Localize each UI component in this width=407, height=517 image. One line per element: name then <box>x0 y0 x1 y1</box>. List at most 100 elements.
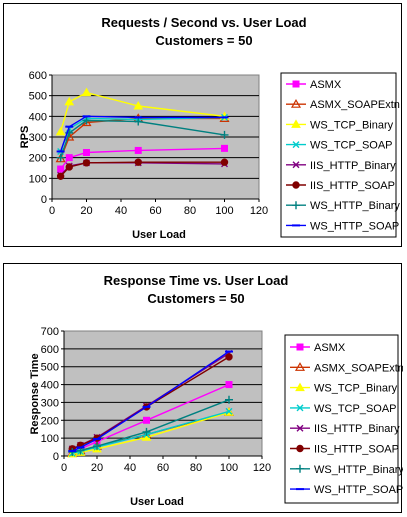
rps-chart-subtitle: Customers = 50 <box>155 33 252 48</box>
rps-series-iis-http-soap-point <box>220 158 229 166</box>
response-time-series-ws-http-binary-point <box>225 395 233 404</box>
response-time-chart-panel: Response Time vs. User Load Customers = … <box>3 263 403 513</box>
rps-y-tick-label: 600 <box>29 70 47 82</box>
response-time-legend-entry-iis-http-soap-label: IIS_HTTP_SOAP <box>314 444 399 456</box>
response-time-chart: Response Time vs. User Load Customers = … <box>29 273 403 508</box>
rps-legend-entry-iis-http-soap-marker <box>292 181 300 189</box>
response-time-legend-entry-ws-http-binary-label: WS_HTTP_Binary <box>314 464 403 476</box>
response-time-series-ws-http-binary-point <box>68 448 77 457</box>
rps-legend-entry-asmx-soapextn: ASMX_SOAPExtn <box>286 98 400 111</box>
rps-legend-entry-ws-tcp-soap-marker <box>292 141 300 149</box>
response-time-legend-entry-iis-http-binary-label: IIS_HTTP_Binary <box>314 423 400 435</box>
rps-chart: Requests / Second vs. User Load Customer… <box>19 15 400 241</box>
rps-legend-box <box>280 72 397 238</box>
rps-series-ws-tcp-binary-point <box>81 87 92 97</box>
response-time-y-tick-label: 700 <box>41 326 59 338</box>
response-time-legend-entry-asmx-soapextn: ASMX_SOAPExtn <box>290 362 403 374</box>
response-time-legend-entry-asmx-label: ASMX <box>314 342 346 354</box>
rps-legend-entry-ws-tcp-soap: WS_TCP_SOAP <box>286 140 393 152</box>
rps-legend-entry-ws-http-soap: WS_HTTP_SOAP <box>286 220 399 232</box>
rps-legend-entry-ws-tcp-binary: WS_TCP_Binary <box>286 119 394 131</box>
rps-x-tick-label: 60 <box>149 205 161 217</box>
rps-series-ws-http-binary-point <box>56 153 65 162</box>
response-time-legend-entry-ws-http-binary-marker <box>296 464 304 473</box>
rps-series-iis-http-soap-point <box>65 163 73 171</box>
response-time-x-tick-label: 120 <box>253 462 271 474</box>
rps-series-asmx-soapextn-point <box>64 131 75 141</box>
rps-y-tick-label: 500 <box>29 91 47 103</box>
response-time-legend-entry-asmx: ASMX <box>290 342 346 354</box>
rps-y-axis-label: RPS <box>19 126 31 149</box>
rps-series-iis-http-soap <box>56 158 229 180</box>
rps-series-iis-http-soap-point <box>82 159 91 167</box>
rps-legend-entry-iis-http-soap: IIS_HTTP_SOAP <box>286 180 395 192</box>
rps-x-tick-label: 40 <box>115 205 127 217</box>
response-time-legend-entry-ws-http-binary: WS_HTTP_Binary <box>290 464 403 476</box>
response-time-legend-entry-ws-tcp-soap-marker <box>296 404 304 412</box>
rps-series-asmx <box>57 144 228 173</box>
rps-series-asmx-point <box>134 146 142 154</box>
rps-x-tick-label: 120 <box>250 205 268 217</box>
response-time-series-iis-http-soap-point <box>225 353 233 361</box>
rps-legend-entry-ws-http-binary-marker <box>292 201 300 210</box>
rps-y-tick-label: 0 <box>41 194 47 206</box>
response-time-legend-entry-ws-tcp-binary-marker <box>295 382 305 392</box>
response-time-y-axis-label: Response Time <box>29 353 41 434</box>
rps-legend-entry-asmx: ASMX <box>286 79 342 91</box>
rps-series-ws-http-binary-point <box>220 130 229 139</box>
response-time-x-axis-label: User Load <box>130 496 184 508</box>
rps-chart-title: Requests / Second vs. User Load <box>101 15 306 30</box>
rps-legend-entry-ws-tcp-binary-marker <box>291 119 301 128</box>
response-time-chart-title: Response Time vs. User Load <box>104 273 289 288</box>
response-time-series-ws-tcp-soap-point <box>225 407 233 415</box>
response-time-legend-entry-ws-tcp-soap: WS_TCP_SOAP <box>290 403 397 415</box>
response-time-legend-entry-iis-http-soap-marker <box>296 444 304 453</box>
rps-legend: ASMX ASMX_SOAPExtn WS_TCP_Binary WS_TCP_SOA… <box>280 72 400 238</box>
rps-legend-entry-iis-http-soap-label: IIS_HTTP_SOAP <box>310 180 395 192</box>
rps-series-ws-http-binary <box>56 116 229 162</box>
rps-legend-entry-iis-http-binary-label: IIS_HTTP_Binary <box>310 160 396 172</box>
response-time-x-tick-label: 100 <box>220 462 238 474</box>
rps-x-tick-label: 100 <box>215 205 233 217</box>
rps-legend-entry-ws-tcp-soap-label: WS_TCP_SOAP <box>310 140 393 152</box>
rps-legend-entry-ws-http-soap-label: WS_HTTP_SOAP <box>310 220 399 232</box>
response-time-series-ws-http-binary-point <box>93 442 101 451</box>
rps-series-ws-http-binary-point <box>134 117 143 126</box>
rps-chart-panel: Requests / Second vs. User Load Customer… <box>3 3 402 247</box>
rps-legend-entry-asmx-label: ASMX <box>310 79 342 91</box>
response-time-legend-entry-ws-http-soap: WS_HTTP_SOAP <box>290 484 403 496</box>
response-time-series-asmx-point <box>143 416 150 424</box>
rps-legend-entry-ws-http-binary: WS_HTTP_Binary <box>286 200 400 212</box>
rps-y-tick-label: 400 <box>29 111 47 123</box>
response-time-y-tick-label: 400 <box>41 380 59 392</box>
rps-series-ws-tcp-binary-point <box>55 126 66 136</box>
rps-series-iis-http-soap-point <box>134 158 142 166</box>
response-time-legend-entry-asmx-soapextn-label: ASMX_SOAPExtn <box>314 362 403 374</box>
response-time-legend-entry-iis-http-soap: IIS_HTTP_SOAP <box>290 444 399 456</box>
rps-y-tick-label: 300 <box>29 132 47 144</box>
rps-legend-entry-ws-http-binary-label: WS_HTTP_Binary <box>310 200 400 212</box>
rps-legend-entry-iis-http-binary: IIS_HTTP_Binary <box>286 160 396 172</box>
response-time-x-tick-label: 40 <box>124 462 136 474</box>
rps-series-ws-http-soap <box>56 115 229 153</box>
rps-series-iis-http-soap-point <box>56 172 65 180</box>
response-time-y-tick-label: 200 <box>41 415 59 427</box>
rps-legend-entry-asmx-soapextn-label: ASMX_SOAPExtn <box>310 99 400 111</box>
response-time-y-tick-label: 300 <box>41 397 59 409</box>
rps-series-ws-http-binary-point <box>82 116 91 125</box>
rps-x-tick-label: 80 <box>184 205 196 217</box>
response-time-x-tick-label: 60 <box>157 462 169 474</box>
rps-legend-entry-asmx-marker <box>292 80 300 88</box>
rps-legend-entry-asmx-soapextn-marker <box>290 98 302 108</box>
rps-y-tick-label: 100 <box>29 173 47 185</box>
response-time-legend-entry-ws-http-soap-label: WS_HTTP_SOAP <box>314 484 403 496</box>
rps-legend-entry-ws-tcp-binary-label: WS_TCP_Binary <box>310 119 394 131</box>
response-time-y-tick-label: 500 <box>41 362 59 374</box>
response-time-y-tick-label: 600 <box>41 344 59 356</box>
response-time-chart-subtitle: Customers = 50 <box>147 291 244 306</box>
rps-series-ws-tcp-binary-point <box>133 100 144 110</box>
response-time-legend-entry-ws-tcp-binary-label: WS_TCP_Binary <box>314 383 398 395</box>
response-time-series-ws-http-binary <box>68 395 233 457</box>
rps-series-asmx-point <box>65 154 73 162</box>
response-time-y-tick-label: 0 <box>53 451 59 463</box>
